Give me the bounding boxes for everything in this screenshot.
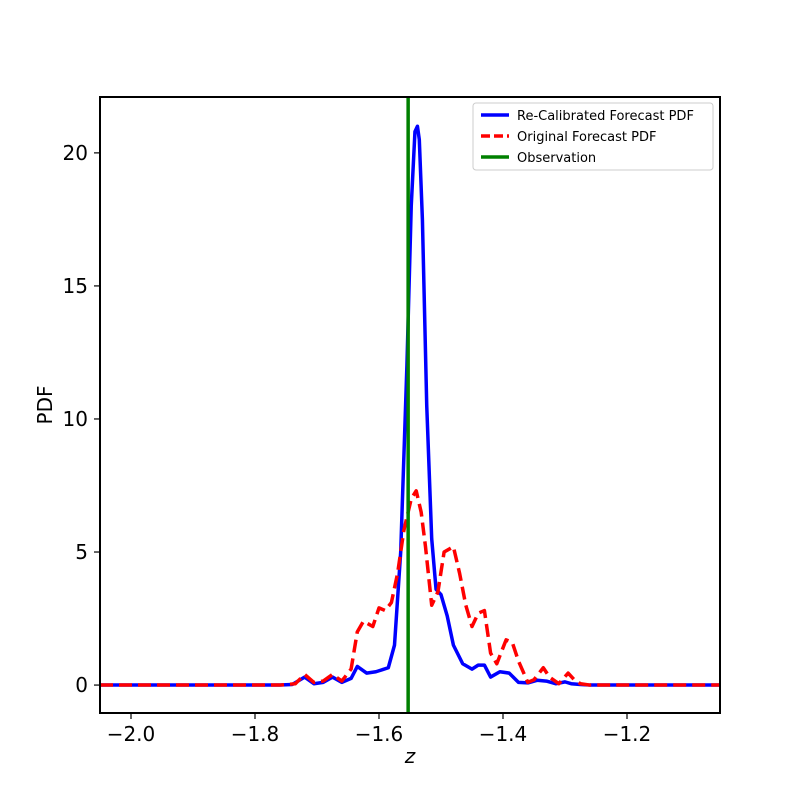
legend: Re-Calibrated Forecast PDF Original Forec… [472,102,714,171]
y-tick-label: 0 [75,673,88,697]
y-axis: 0 5 10 15 20 [63,141,100,697]
legend-box [472,102,714,171]
legend-label: Observation [517,151,596,166]
plot-frame [99,96,721,714]
x-axis-label: z [404,744,416,768]
x-tick-label: −2.0 [107,722,156,746]
y-tick-label: 20 [63,141,88,165]
y-axis-label: PDF [33,386,57,425]
x-tick-label: −1.2 [603,722,652,746]
x-tick-label: −1.6 [355,722,404,746]
x-axis: −2.0 −1.8 −1.6 −1.4 −1.2 [107,713,652,746]
x-tick-label: −1.4 [479,722,528,746]
legend-label: Original Forecast PDF [517,130,656,145]
y-tick-label: 5 [75,540,88,564]
recalibrated-pdf-line [100,124,720,687]
original-pdf-line [100,489,720,687]
y-tick-label: 15 [63,274,88,298]
legend-label: Re-Calibrated Forecast PDF [517,109,694,124]
y-tick-label: 10 [63,407,88,431]
x-tick-label: −1.8 [231,722,280,746]
